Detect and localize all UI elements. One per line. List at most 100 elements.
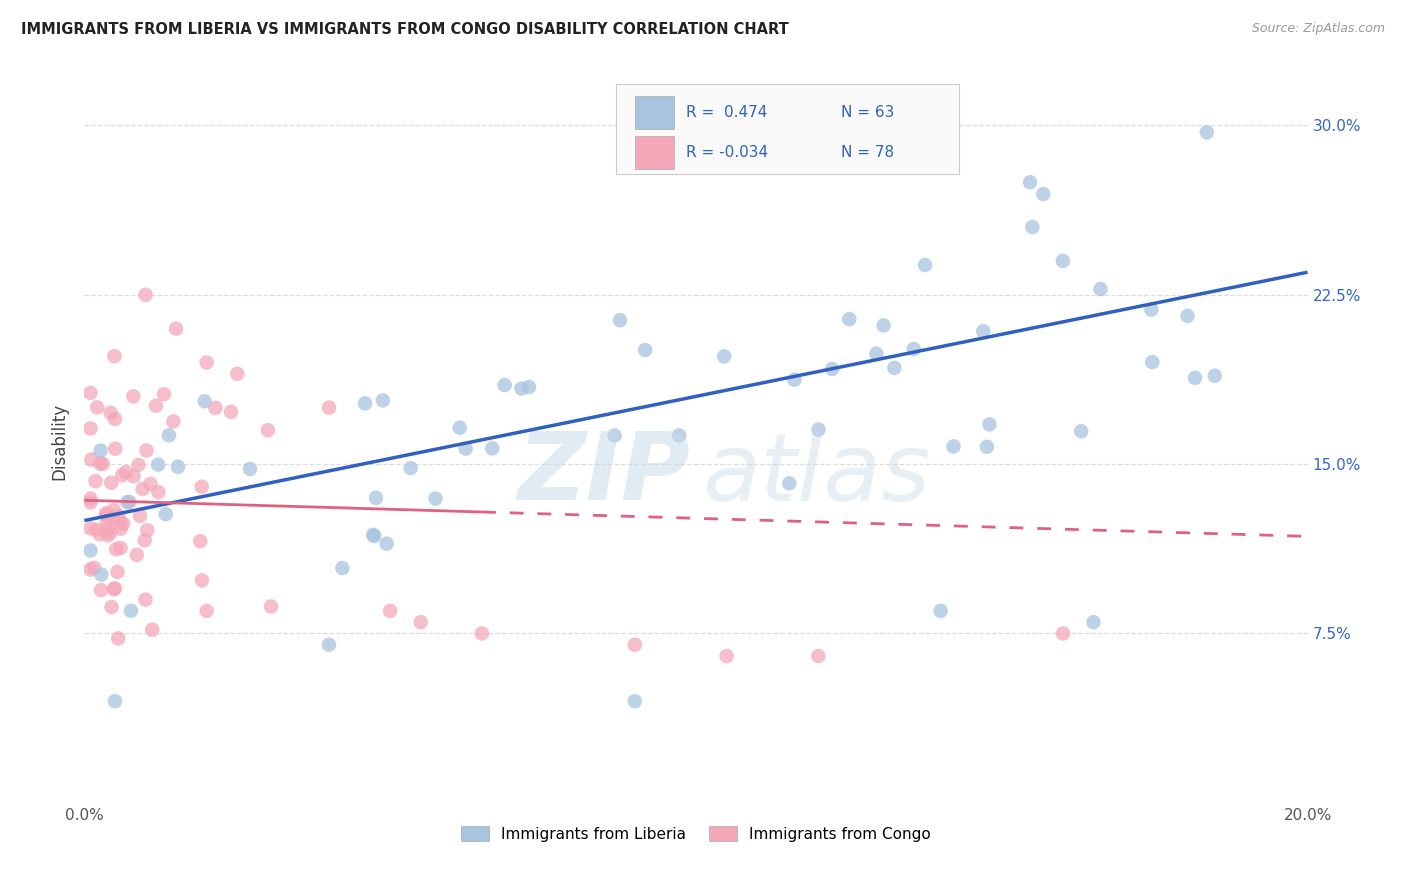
Point: [80, 452, 103, 467]
Point: [1140, 302, 1163, 317]
Point: [135, 592, 157, 607]
Point: [136, 523, 159, 537]
Point: [865, 347, 887, 361]
Point: [190, 480, 212, 494]
Point: [96, 516, 118, 530]
Point: [188, 534, 211, 549]
Point: [354, 396, 377, 410]
Point: [84, 523, 107, 537]
Point: [100, 475, 122, 490]
Point: [399, 461, 422, 475]
Point: [135, 287, 157, 301]
Point: [1070, 424, 1092, 438]
Point: [1021, 220, 1043, 235]
Point: [624, 638, 647, 652]
Point: [96, 506, 118, 520]
Point: [929, 604, 952, 618]
Point: [783, 373, 806, 387]
Point: [1204, 368, 1226, 383]
Point: [1090, 282, 1112, 296]
Point: [125, 548, 148, 562]
Point: [105, 565, 128, 579]
Point: [83, 561, 105, 575]
Point: [1195, 125, 1218, 139]
Point: [165, 321, 187, 335]
Point: [634, 343, 657, 357]
Point: [603, 428, 626, 442]
Y-axis label: Disability: Disability: [51, 403, 69, 480]
Point: [371, 393, 394, 408]
Point: [107, 632, 129, 646]
Point: [1184, 371, 1206, 385]
Point: [239, 462, 262, 476]
Point: [191, 574, 214, 588]
Point: [942, 440, 965, 454]
Point: [115, 465, 138, 479]
Point: [141, 623, 163, 637]
Point: [1052, 253, 1074, 268]
Point: [153, 387, 176, 401]
Point: [79, 543, 101, 558]
Point: [122, 389, 145, 403]
Point: [110, 516, 132, 530]
Point: [903, 342, 925, 356]
Point: [105, 542, 128, 557]
Point: [89, 457, 111, 471]
Point: [134, 533, 156, 548]
Legend: Immigrants from Liberia, Immigrants from Congo: Immigrants from Liberia, Immigrants from…: [454, 819, 938, 849]
Point: [204, 401, 226, 415]
Point: [139, 477, 162, 491]
Point: [609, 313, 631, 327]
Point: [778, 476, 800, 491]
Point: [104, 412, 127, 426]
Point: [84, 474, 107, 488]
FancyBboxPatch shape: [636, 95, 673, 129]
Point: [1019, 175, 1042, 189]
Point: [883, 360, 905, 375]
Point: [117, 495, 139, 509]
Point: [716, 648, 738, 663]
Point: [807, 423, 830, 437]
Point: [713, 350, 735, 364]
FancyBboxPatch shape: [616, 84, 959, 174]
Point: [79, 563, 101, 577]
Point: [1177, 309, 1199, 323]
Point: [517, 380, 540, 394]
Point: [481, 442, 503, 456]
Text: R =  0.474: R = 0.474: [686, 105, 768, 120]
Point: [122, 469, 145, 483]
Point: [101, 511, 124, 525]
Point: [103, 349, 125, 363]
Point: [194, 394, 217, 409]
Point: [120, 604, 142, 618]
Point: [79, 421, 101, 435]
FancyBboxPatch shape: [636, 136, 673, 169]
Point: [471, 626, 494, 640]
Point: [118, 495, 141, 509]
Point: [364, 491, 387, 505]
Point: [89, 527, 111, 541]
Point: [807, 648, 830, 663]
Point: [79, 495, 101, 509]
Point: [107, 508, 129, 523]
Text: N = 78: N = 78: [841, 145, 894, 160]
Point: [219, 405, 242, 419]
Point: [167, 459, 190, 474]
Point: [146, 458, 169, 472]
Point: [79, 385, 101, 400]
Point: [375, 537, 398, 551]
Point: [103, 503, 125, 517]
Point: [135, 443, 157, 458]
Point: [425, 491, 447, 506]
Point: [148, 485, 170, 500]
Point: [972, 324, 994, 338]
Point: [226, 367, 249, 381]
Point: [96, 523, 118, 537]
Point: [260, 599, 283, 614]
Point: [1142, 355, 1164, 369]
Point: [318, 638, 340, 652]
Text: IMMIGRANTS FROM LIBERIA VS IMMIGRANTS FROM CONGO DISABILITY CORRELATION CHART: IMMIGRANTS FROM LIBERIA VS IMMIGRANTS FR…: [21, 22, 789, 37]
Point: [90, 567, 112, 582]
Point: [624, 694, 647, 708]
Text: N = 63: N = 63: [841, 105, 894, 120]
